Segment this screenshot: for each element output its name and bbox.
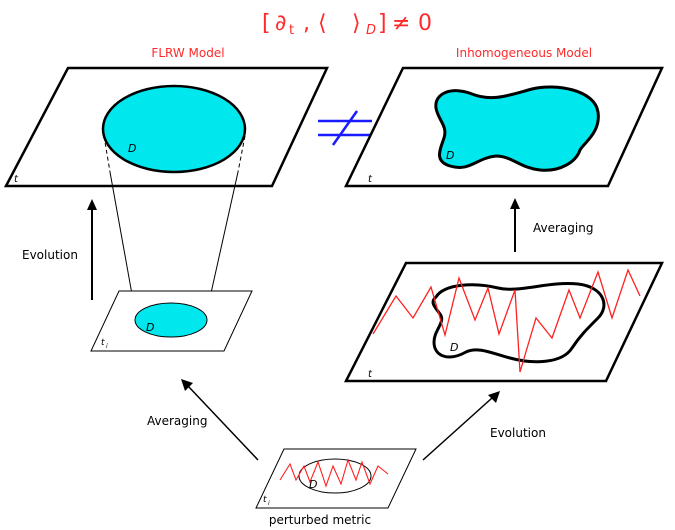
- flrw-title: FLRW Model: [151, 46, 224, 60]
- flrw-bottom-time-sub: i: [106, 343, 108, 350]
- formula-partial: ∂: [275, 11, 286, 36]
- evolution-arrow-left: [87, 199, 97, 300]
- not-equal-sign: [318, 110, 372, 146]
- flrw-bottom-region-label: D: [146, 321, 154, 334]
- perturbed-perturbation: [279, 458, 389, 488]
- flrw-bottom-time-label: t: [101, 338, 105, 348]
- averaging-arrow-bottom-left: [181, 379, 259, 461]
- averaging-bottom-left-label: Averaging: [147, 414, 207, 428]
- formula-t-sub: t: [289, 23, 294, 38]
- inhom-title: Inhomogeneous Model: [456, 46, 592, 60]
- commutator-formula: [ ∂ t , ⟨ ⟩ D ] ≠ 0: [262, 11, 432, 38]
- inhom-top-time-label: t: [368, 174, 373, 185]
- perturbed-region-label: D: [309, 478, 317, 491]
- formula-bracket-open: [: [262, 11, 271, 36]
- perturbed-plane: t i: [255, 448, 417, 509]
- inhom-middle-region: [431, 282, 606, 364]
- formula-bracket-close: ]: [378, 11, 387, 36]
- evolution-arrow-bottom-right: [422, 391, 500, 461]
- flrw-top-region: [101, 84, 247, 174]
- formula-angle-close: ⟩: [352, 11, 361, 36]
- perturbed-metric-label: perturbed metric: [269, 513, 371, 527]
- inhom-middle-perturbation: [372, 268, 641, 373]
- formula-comma: ,: [303, 11, 310, 36]
- inhom-middle-time-label: t: [368, 369, 373, 380]
- flrw-top-time-label: t: [14, 174, 19, 185]
- averaging-right-label: Averaging: [533, 221, 593, 235]
- inhom-top-region-label: D: [446, 149, 454, 162]
- averaging-arrow-right: [510, 198, 520, 252]
- formula-neq: ≠: [392, 11, 410, 36]
- perturbed-time-label: t: [263, 495, 267, 505]
- inhom-middle-region-label: D: [450, 341, 458, 354]
- formula-zero: 0: [418, 11, 432, 36]
- perturbed-region: [298, 458, 372, 494]
- formula-d-sub: D: [366, 23, 376, 38]
- formula-angle-open: ⟨: [318, 11, 327, 36]
- inhom-top-region: [434, 85, 600, 172]
- perturbed-time-sub: i: [268, 500, 270, 507]
- evolution-bottom-right-label: Evolution: [490, 426, 546, 440]
- flrw-bottom-region: [134, 302, 208, 338]
- evolution-left-label: Evolution: [22, 248, 78, 262]
- flrw-cone-lines: [103, 135, 246, 312]
- flrw-top-region-label: D: [128, 142, 136, 155]
